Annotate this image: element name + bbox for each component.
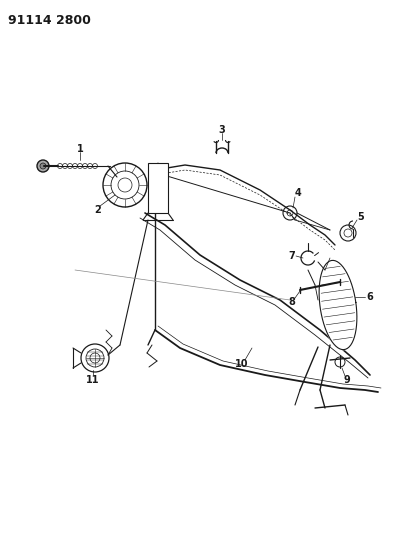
Text: 9: 9 bbox=[343, 375, 350, 385]
Text: 6: 6 bbox=[367, 292, 373, 302]
Text: 91114 2800: 91114 2800 bbox=[8, 14, 91, 27]
Text: 11: 11 bbox=[86, 375, 100, 385]
Text: 8: 8 bbox=[289, 297, 295, 307]
Polygon shape bbox=[319, 261, 357, 350]
Text: 5: 5 bbox=[358, 212, 365, 222]
Text: 7: 7 bbox=[289, 251, 295, 261]
Text: 3: 3 bbox=[219, 125, 225, 135]
Text: 2: 2 bbox=[95, 205, 101, 215]
Text: 4: 4 bbox=[295, 188, 301, 198]
Polygon shape bbox=[148, 163, 168, 213]
Text: 10: 10 bbox=[235, 359, 249, 369]
Text: 1: 1 bbox=[77, 144, 83, 154]
Circle shape bbox=[37, 160, 49, 172]
Circle shape bbox=[40, 163, 46, 169]
